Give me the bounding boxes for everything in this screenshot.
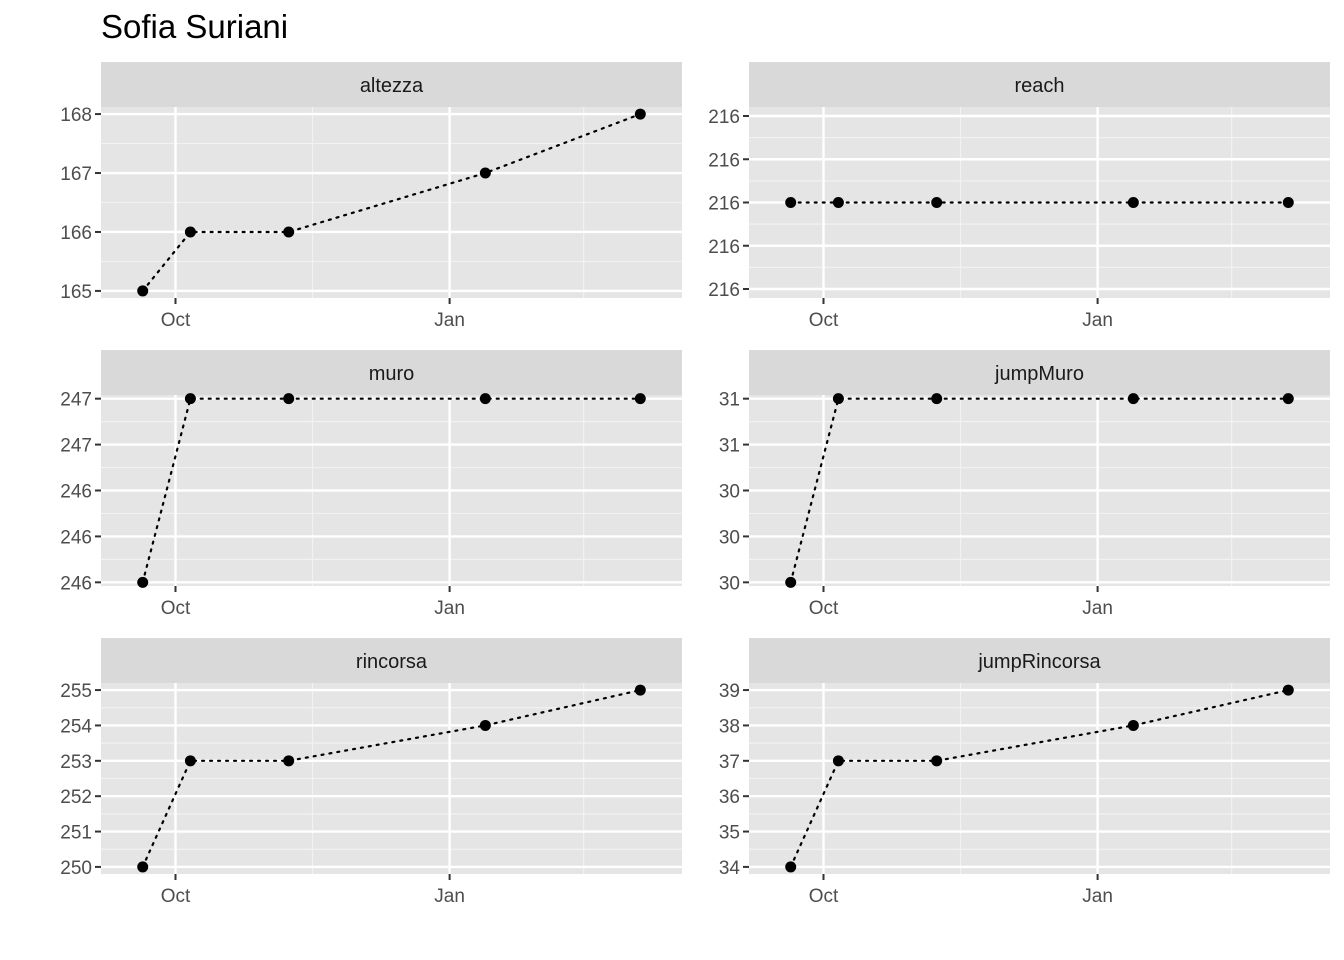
x-tick-label: Oct (161, 598, 191, 619)
strip-label: jumpRincorsa (977, 651, 1101, 673)
y-tick-label: 216 (708, 107, 740, 128)
data-point (1127, 197, 1139, 208)
data-point (931, 755, 943, 767)
x-tick-label: Jan (1082, 886, 1113, 907)
data-point (479, 167, 491, 179)
data-point (479, 393, 491, 405)
y-tick-label: 34 (719, 858, 741, 879)
data-point (634, 393, 646, 405)
y-tick-label: 247 (60, 390, 92, 411)
data-point (832, 393, 844, 405)
strip-background (749, 350, 1330, 395)
y-tick-label: 216 (708, 150, 740, 171)
y-tick-label: 247 (60, 436, 92, 457)
y-tick-label: 216 (708, 194, 740, 215)
data-point (283, 755, 295, 767)
x-tick-label: Jan (434, 598, 465, 619)
x-tick-label: Jan (1082, 310, 1113, 331)
y-tick-label: 38 (719, 716, 740, 737)
data-point (184, 755, 196, 767)
strip-label: jumpMuro (994, 363, 1084, 385)
x-tick-label: Oct (161, 310, 191, 331)
strip-label: muro (369, 363, 415, 385)
data-point (1282, 684, 1294, 696)
strip-background (101, 62, 682, 107)
strip-label: reach (1014, 75, 1064, 97)
data-point (832, 197, 844, 208)
y-tick-label: 166 (60, 223, 92, 244)
y-tick-label: 250 (60, 858, 92, 879)
data-point (931, 393, 943, 405)
y-tick-label: 165 (60, 282, 92, 303)
strip-background (101, 350, 682, 395)
y-tick-label: 255 (60, 681, 92, 702)
x-tick-label: Jan (1082, 598, 1113, 619)
y-tick-label: 246 (60, 527, 92, 548)
y-tick-label: 254 (60, 716, 92, 737)
y-tick-label: 37 (719, 752, 740, 773)
series-line (141, 112, 642, 292)
x-tick-label: Oct (809, 598, 839, 619)
y-tick-label: 168 (60, 105, 92, 126)
x-tick-label: Oct (161, 886, 191, 907)
y-tick-label: 39 (719, 681, 740, 702)
x-tick-label: Oct (809, 886, 839, 907)
data-point (785, 576, 797, 588)
data-point (1127, 719, 1139, 731)
data-point (785, 861, 797, 873)
y-tick-label: 216 (708, 280, 740, 301)
y-tick-label: 246 (60, 482, 92, 503)
y-tick-label: 36 (719, 787, 740, 808)
y-tick-label: 35 (719, 823, 740, 844)
data-point (634, 684, 646, 696)
y-tick-label: 30 (719, 482, 740, 503)
data-point (283, 393, 295, 405)
data-point (931, 197, 943, 208)
y-tick-label: 216 (708, 237, 740, 258)
y-tick-label: 251 (60, 823, 92, 844)
data-point (137, 861, 149, 873)
y-tick-label: 167 (60, 164, 92, 185)
data-point (184, 393, 196, 405)
strip-label: rincorsa (356, 651, 428, 673)
x-tick-label: Oct (809, 310, 839, 331)
data-point (1282, 393, 1294, 405)
data-point (1127, 393, 1139, 405)
y-tick-label: 30 (719, 573, 740, 594)
strip-background (749, 62, 1330, 107)
y-tick-label: 252 (60, 787, 92, 808)
data-point (283, 226, 295, 238)
x-tick-label: Jan (434, 886, 465, 907)
data-point (137, 285, 149, 297)
data-point (832, 755, 844, 767)
strip-label: altezza (360, 75, 424, 97)
strip-background (749, 638, 1330, 683)
data-point (137, 576, 149, 588)
data-point (184, 226, 196, 238)
y-tick-label: 253 (60, 752, 92, 773)
data-point (1282, 197, 1294, 208)
x-tick-label: Jan (434, 310, 465, 331)
y-tick-label: 30 (719, 527, 740, 548)
y-tick-label: 31 (719, 390, 740, 411)
data-point (479, 719, 491, 731)
y-tick-label: 246 (60, 573, 92, 594)
data-point (634, 108, 646, 120)
data-point (785, 197, 797, 208)
page-title: Sofia Suriani (101, 8, 289, 45)
y-tick-label: 31 (719, 436, 740, 457)
strip-background (101, 638, 682, 683)
